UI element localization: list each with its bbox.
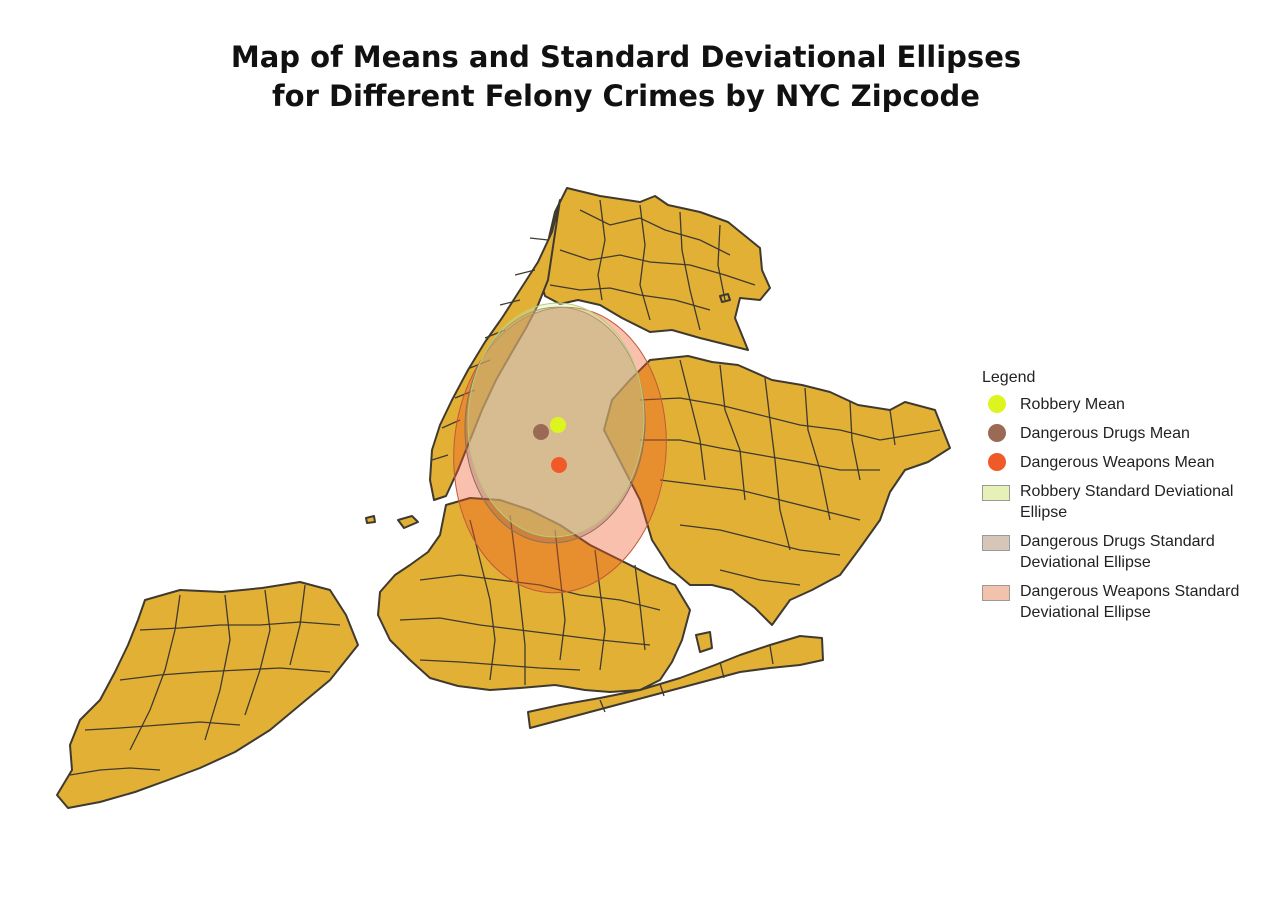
legend-title: Legend [982, 369, 1036, 386]
brooklyn-borough [377, 497, 691, 693]
legend-item-robbery-ellipse: Robbery Standard Deviational Ellipse [982, 481, 1267, 523]
weapons-ellipse-swatch [982, 584, 1010, 601]
legend-label: Robbery Standard Deviational Ellipse [1020, 483, 1234, 521]
legend-label: Robbery Mean [1020, 396, 1125, 413]
legend-label: Dangerous Weapons Mean [1020, 454, 1215, 471]
robbery-ellipse-swatch [982, 484, 1010, 501]
drugs-ellipse-swatch [982, 534, 1010, 551]
island-shape [695, 631, 713, 653]
weapons-mean-swatch [988, 453, 1006, 471]
zipcode-boundaries [69, 199, 941, 776]
legend-item-weapons-ellipse: Dangerous Weapons Standard Deviational E… [982, 581, 1267, 623]
island-shape [365, 515, 376, 524]
legend-item-robbery-mean: Robbery Mean [982, 394, 1267, 415]
drugs-mean-swatch [988, 424, 1006, 442]
weapons-mean-point [551, 457, 567, 473]
legend: Legend Robbery Mean Dangerous Drugs Mean… [982, 368, 1267, 631]
robbery-mean-swatch [988, 395, 1006, 413]
staten-island-borough [56, 581, 359, 809]
legend-label: Dangerous Drugs Mean [1020, 425, 1190, 442]
queens-borough [603, 355, 951, 626]
legend-item-weapons-mean: Dangerous Weapons Mean [982, 452, 1267, 473]
weapons-ellipse [453, 306, 667, 594]
map-title-line-2: for Different Felony Crimes by NYC Zipco… [272, 79, 980, 113]
legend-item-drugs-ellipse: Dangerous Drugs Standard Deviational Ell… [982, 531, 1267, 573]
robbery-mean-point [550, 417, 566, 433]
legend-label: Dangerous Drugs Standard Deviational Ell… [1020, 533, 1215, 571]
legend-label: Dangerous Weapons Standard Deviational E… [1020, 583, 1240, 621]
manhattan-borough [429, 199, 561, 501]
legend-item-drugs-mean: Dangerous Drugs Mean [982, 423, 1267, 444]
bronx-borough [537, 187, 771, 351]
map-title: Map of Means and Standard Deviational El… [0, 38, 1252, 116]
drugs-mean-point [533, 424, 549, 440]
map-title-line-1: Map of Means and Standard Deviational El… [230, 40, 1022, 74]
island-shape [397, 515, 419, 529]
